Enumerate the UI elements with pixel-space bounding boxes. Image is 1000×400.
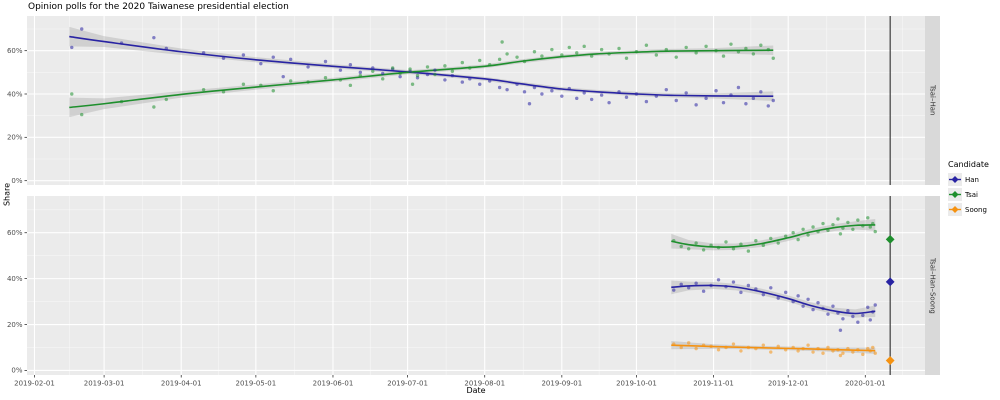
election-result-tsai <box>885 234 895 244</box>
poll-points-han <box>672 278 877 332</box>
han-marker-icon <box>948 173 962 186</box>
trend-line-han <box>671 284 876 315</box>
x-tick-label: 2019-10-01 <box>616 380 657 388</box>
x-tick-label: 2019-07-01 <box>387 380 428 388</box>
facet-panel-0 <box>27 16 925 185</box>
trend-line-tsai <box>69 49 774 109</box>
facet-panel-1 <box>27 196 925 375</box>
x-tick-label: 2019-02-01 <box>14 380 55 388</box>
soong-marker-icon <box>948 203 962 216</box>
election-result-soong <box>885 356 895 365</box>
legend-title: Candidate <box>948 160 989 169</box>
legend-label-tsai: Tsai <box>965 190 978 199</box>
x-tick-label: 2020-01-01 <box>845 380 886 388</box>
confidence-band-tsai <box>69 45 774 118</box>
trend-line-han <box>69 35 774 97</box>
facet-strip-label: Tsai–Han <box>928 85 937 116</box>
y-tick-label: 60% <box>7 47 23 55</box>
facet-strip-label: Tsai–Han–Soong <box>928 257 937 314</box>
x-tick-label: 2019-05-01 <box>236 380 277 388</box>
legend-item-soong: Soong <box>948 203 989 216</box>
y-tick-label: 0% <box>11 367 22 375</box>
y-tick-label: 40% <box>7 275 23 283</box>
legend-label-soong: Soong <box>965 205 987 214</box>
facet-strip-tsai-han-soong: Tsai–Han–Soong <box>925 196 940 375</box>
y-axis-label: Share <box>2 182 12 207</box>
x-tick-label: 2019-12-01 <box>768 380 809 388</box>
y-tick-label: 20% <box>7 321 23 329</box>
x-tick-label: 2019-09-01 <box>541 380 582 388</box>
tsai-marker-icon <box>948 188 962 201</box>
y-tick-label: 40% <box>7 90 23 98</box>
x-axis-label: Date <box>466 386 486 395</box>
poll-points-tsai <box>672 216 877 253</box>
poll-points-soong <box>672 341 877 358</box>
trend-line-tsai <box>671 224 876 248</box>
legend-item-tsai: Tsai <box>948 188 989 201</box>
x-tick-label: 2019-11-01 <box>693 380 734 388</box>
confidence-band-han <box>69 26 774 101</box>
y-tick-label: 60% <box>7 229 23 237</box>
x-tick-label: 2019-06-01 <box>313 380 354 388</box>
y-tick-label: 20% <box>7 134 23 142</box>
y-tick-label: 0% <box>11 177 22 185</box>
x-tick-label: 2019-08-01 <box>464 380 505 388</box>
legend-item-han: Han <box>948 173 989 186</box>
facet-strip-tsai-han: Tsai–Han <box>925 16 940 185</box>
legend: Candidate Han Tsai Soong <box>948 160 989 216</box>
x-tick-label: 2019-04-01 <box>161 380 202 388</box>
chart-title: Opinion polls for the 2020 Taiwanese pre… <box>28 2 289 12</box>
election-result-han <box>885 277 895 287</box>
poll-points-tsai <box>70 40 775 117</box>
confidence-band-tsai <box>671 218 876 251</box>
legend-label-han: Han <box>965 175 979 184</box>
x-tick-label: 2019-03-01 <box>84 380 125 388</box>
poll-points-han <box>70 27 775 108</box>
